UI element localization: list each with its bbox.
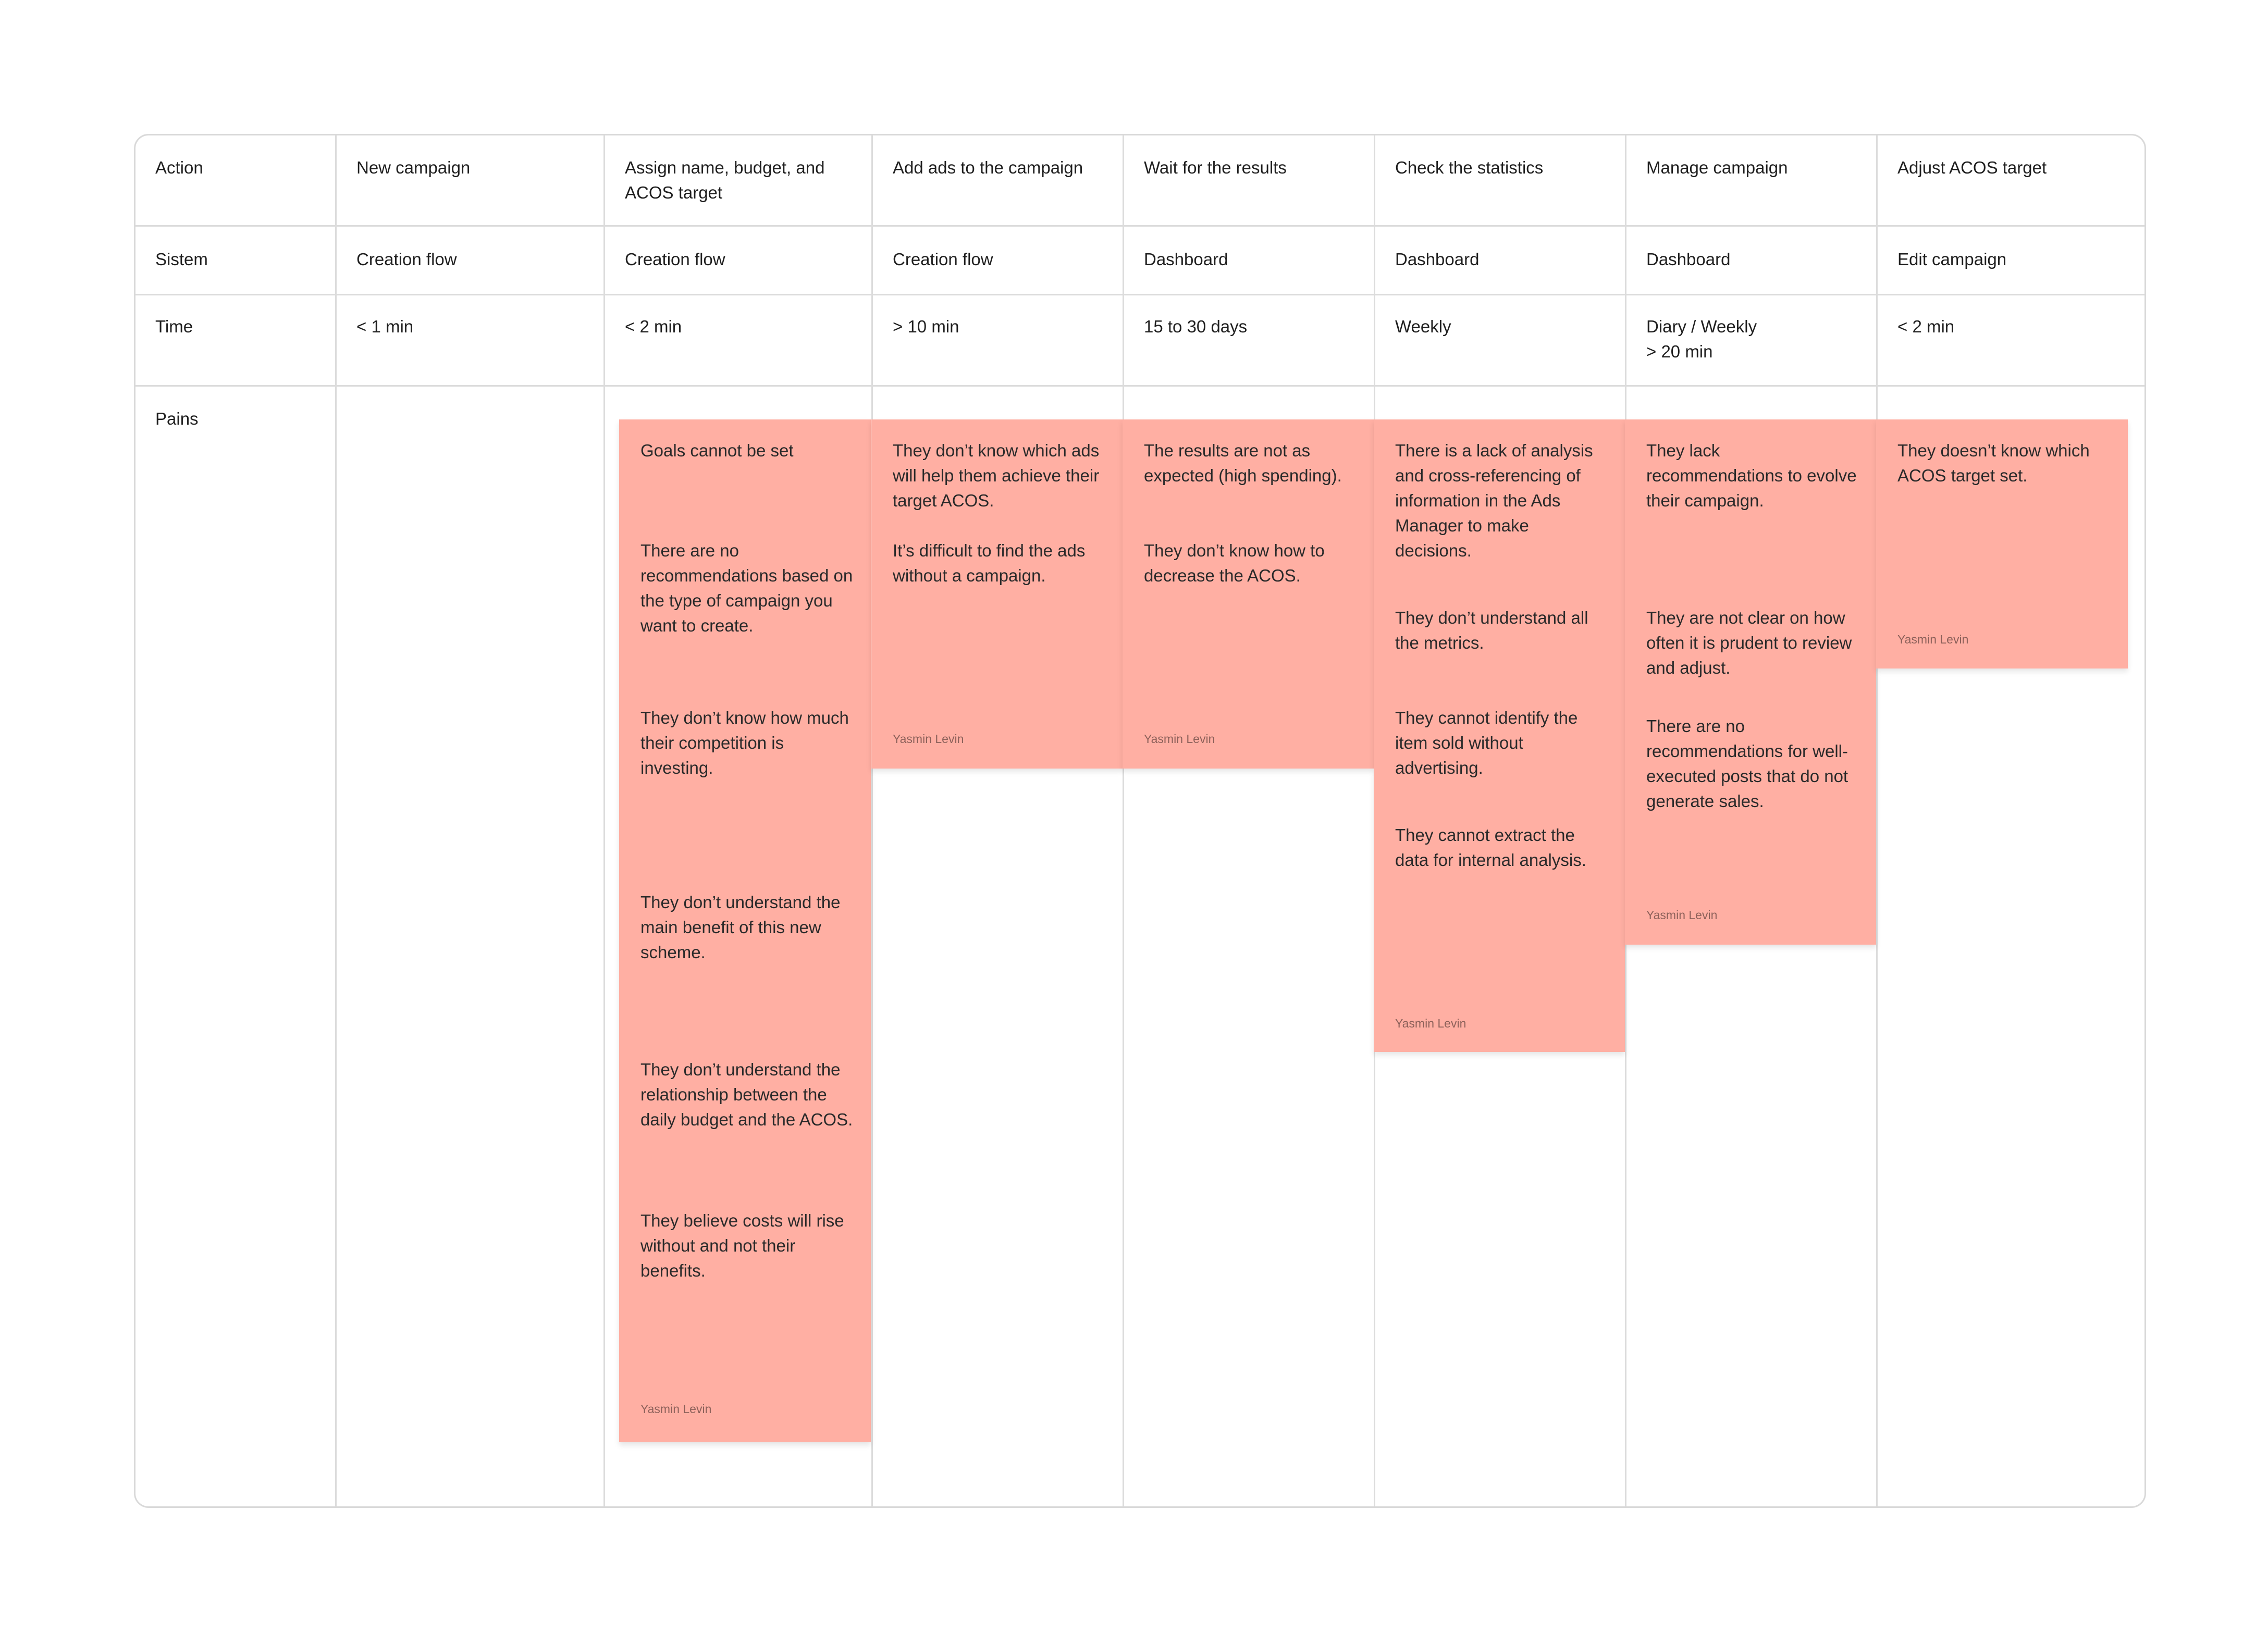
time-cell-1: < 1 min [356,317,414,336]
action-cell-4: Wait for the results [1144,158,1287,177]
sistem-cell-2: Creation flow [625,250,725,269]
sistem-cell-4: Dashboard [1144,250,1228,269]
pain-text: They don’t understand the main benefit o… [640,893,841,962]
pain-text: They don’t know which ads will help them… [893,441,1100,510]
sistem-cell-1: Creation flow [356,250,457,269]
sistem-cell-5: Dashboard [1395,250,1480,269]
row-divider [135,294,2144,295]
note-author: Yasmin Levin [640,1402,712,1416]
time-cell-4: 15 to 30 days [1144,317,1248,336]
note-author: Yasmin Levin [1646,908,1718,922]
column-divider [335,135,337,1506]
sticky-note-add-ads[interactable]: They don’t know which ads will help them… [871,419,1123,769]
pain-text: There is a lack of analysis and cross-re… [1395,441,1593,560]
sticky-note-adjust-acos[interactable]: They doesn’t know which ACOS target set.… [1876,419,2128,669]
column-divider [1123,135,1124,1506]
sticky-note-check-statistics[interactable]: There is a lack of analysis and cross-re… [1374,419,1625,1052]
sticky-note-wait-results[interactable]: The results are not as expected (high sp… [1123,419,1374,769]
pain-text: They don’t know how much their competiti… [640,708,849,777]
pain-text: They cannot identify the item sold witho… [1395,708,1578,777]
pain-text: They lack recommendations to evolve thei… [1646,441,1857,510]
note-author: Yasmin Levin [1144,732,1215,746]
row-divider [135,385,2144,387]
action-cell-3: Add ads to the campaign [893,158,1083,177]
action-cell-2: Assign name, budget, and ACOS target [625,158,825,202]
row-label-pains: Pains [155,409,199,428]
time-cell-2: < 2 min [625,317,682,336]
time-cell-5: Weekly [1395,317,1451,336]
pain-text: They cannot extract the data for interna… [1395,825,1586,870]
pain-text: They are not clear on how often it is pr… [1646,608,1852,677]
action-cell-7: Adjust ACOS target [1897,158,2047,177]
pain-text: It’s difficult to find the ads without a… [893,541,1086,585]
pain-text: They believe costs will rise without and… [640,1211,844,1280]
time-cell-6: Diary / Weekly > 20 min [1646,317,1757,361]
action-cell-6: Manage campaign [1646,158,1788,177]
row-label-sistem: Sistem [155,250,208,269]
sistem-cell-7: Edit campaign [1897,250,2007,269]
note-author: Yasmin Levin [1897,633,1969,646]
pain-text: There are no recommendations for well-ex… [1646,716,1848,811]
pain-text: They don’t know how to decrease the ACOS… [1144,541,1325,585]
row-label-time: Time [155,317,193,336]
column-divider [603,135,605,1506]
pain-text: They don’t understand all the metrics. [1395,608,1588,652]
sticky-note-assign-name[interactable]: Goals cannot be set There are no recomme… [619,419,871,1442]
pain-text: Goals cannot be set [640,441,794,460]
time-cell-7: < 2 min [1897,317,1955,336]
action-cell-5: Check the statistics [1395,158,1544,177]
sistem-cell-3: Creation flow [893,250,993,269]
pain-text: The results are not as expected (high sp… [1144,441,1342,485]
sistem-cell-6: Dashboard [1646,250,1731,269]
column-divider [1876,135,1878,1506]
journey-map-board: Action New campaign Assign name, budget,… [134,134,2146,1508]
note-author: Yasmin Levin [1395,1017,1466,1030]
pain-text: They don’t understand the relationship b… [640,1060,853,1129]
pain-text: They doesn’t know which ACOS target set. [1897,441,2090,485]
pain-text: There are no recommendations based on th… [640,541,853,635]
action-cell-1: New campaign [356,158,471,177]
time-cell-3: > 10 min [893,317,959,336]
column-divider [871,135,873,1506]
row-label-action: Action [155,158,203,177]
row-divider [135,225,2144,227]
note-author: Yasmin Levin [893,732,964,746]
sticky-note-manage-campaign[interactable]: They lack recommendations to evolve thei… [1625,419,1876,945]
